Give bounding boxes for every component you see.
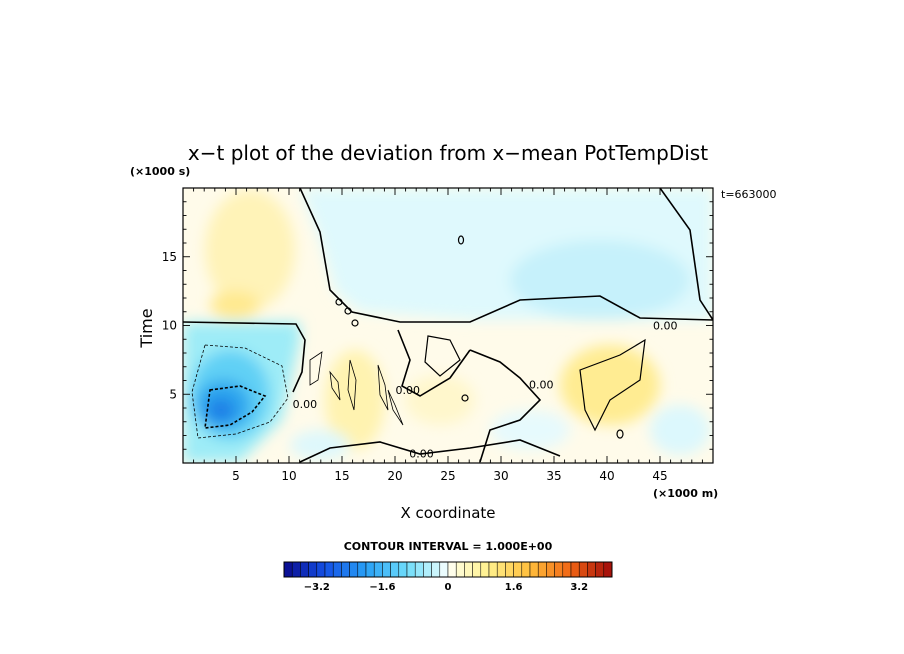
x-axis-label: X coordinate bbox=[400, 504, 495, 522]
colorbar-cell bbox=[283, 561, 293, 578]
svg-text:0.00: 0.00 bbox=[293, 398, 318, 411]
colorbar-cell bbox=[472, 561, 482, 578]
colorbar-tick-label: 3.2 bbox=[570, 582, 588, 593]
colorbar-cell bbox=[439, 561, 449, 578]
colorbar-cell bbox=[423, 561, 432, 578]
x-tick-label: 45 bbox=[652, 469, 667, 483]
colorbar-cell bbox=[455, 561, 465, 578]
colorbar-cell bbox=[341, 561, 350, 578]
colorbar-cell bbox=[488, 561, 498, 578]
colorbar-tick-label: 0 bbox=[445, 582, 452, 593]
x-tick-label: 5 bbox=[232, 469, 240, 483]
x-tick-label: 15 bbox=[334, 469, 349, 483]
colorbar-cell bbox=[464, 561, 473, 578]
y-unit-label: (×1000 s) bbox=[130, 165, 190, 178]
y-tick-label: 15 bbox=[162, 250, 177, 264]
colorbar-cell bbox=[529, 561, 539, 578]
colorbar-cell bbox=[562, 561, 572, 578]
contour-label: 0.00 bbox=[395, 384, 420, 397]
contour-label: 0.00 bbox=[653, 320, 678, 333]
colorbar-cell bbox=[300, 561, 309, 578]
colorbar-cell bbox=[431, 561, 441, 578]
svg-text:0.00: 0.00 bbox=[395, 384, 420, 397]
colorbar-cell bbox=[578, 561, 588, 578]
colorbar-cell bbox=[373, 561, 383, 578]
colorbar-cell bbox=[316, 561, 326, 578]
colorbar-cell bbox=[570, 561, 580, 578]
colorbar-cell bbox=[480, 561, 490, 578]
colorbar-cell bbox=[603, 561, 613, 578]
x-tick-label: 10 bbox=[281, 469, 296, 483]
colorbar-cell bbox=[324, 561, 334, 578]
colorbar-cell bbox=[546, 561, 555, 578]
x-tick-label: 30 bbox=[493, 469, 508, 483]
x-tick-label: 40 bbox=[599, 469, 614, 483]
filled-field: 0.00 0.00 0.00 0.00 0.00 bbox=[183, 188, 713, 463]
colorbar-tick-label: −3.2 bbox=[304, 582, 330, 593]
contour-labels: 0.00 0.00 0.00 0.00 0.00 bbox=[293, 320, 678, 461]
colorbar-cell bbox=[537, 561, 547, 578]
colorbar-cell bbox=[365, 561, 375, 578]
colorbar-tick-labels: −3.2 −1.6 0 1.6 3.2 bbox=[304, 582, 588, 593]
colorbar-cell bbox=[587, 561, 596, 578]
colorbar-tick-label: 1.6 bbox=[505, 582, 523, 593]
colorbar-cell bbox=[595, 561, 605, 578]
colorbar-frame bbox=[283, 561, 613, 578]
colorbar bbox=[283, 561, 613, 578]
y-axis-label: Time bbox=[137, 308, 156, 348]
x-tick-label: 25 bbox=[440, 469, 455, 483]
contour-label: 0.00 bbox=[293, 398, 318, 411]
y-tick-label: 10 bbox=[162, 319, 177, 333]
time-stamp: t=663000 bbox=[721, 188, 777, 201]
x-tick-labels: 5 10 15 20 25 30 35 40 45 bbox=[232, 469, 667, 483]
colorbar-cell bbox=[554, 561, 564, 578]
colorbar-cell bbox=[332, 561, 342, 578]
colorbar-cell bbox=[291, 561, 301, 578]
y-tick-labels: 5 10 15 bbox=[162, 250, 177, 402]
x-unit-label: (×1000 m) bbox=[653, 487, 718, 500]
colorbar-cell bbox=[308, 561, 318, 578]
chart-title: x−t plot of the deviation from x−mean Po… bbox=[188, 141, 708, 165]
contour-label: 0.00 bbox=[409, 447, 434, 460]
colorbar-cell bbox=[390, 561, 400, 578]
colorbar-cell bbox=[513, 561, 523, 578]
svg-text:0.00: 0.00 bbox=[409, 447, 434, 460]
x-tick-label: 35 bbox=[546, 469, 561, 483]
colorbar-cell bbox=[505, 561, 514, 578]
colorbar-cell bbox=[496, 561, 506, 578]
colorbar-cell bbox=[398, 561, 408, 578]
svg-text:0.00: 0.00 bbox=[653, 320, 678, 333]
y-tick-label: 5 bbox=[169, 387, 177, 401]
contour-interval-label: CONTOUR INTERVAL = 1.000E+00 bbox=[344, 540, 553, 553]
colorbar-cell bbox=[349, 561, 359, 578]
colorbar-cell bbox=[521, 561, 531, 578]
colorbar-cell bbox=[357, 561, 367, 578]
colorbar-cell bbox=[447, 561, 457, 578]
colorbar-cell bbox=[414, 561, 424, 578]
x-tick-label: 20 bbox=[387, 469, 402, 483]
colorbar-cell bbox=[382, 561, 391, 578]
svg-text:0.00: 0.00 bbox=[529, 379, 554, 392]
colorbar-tick-label: −1.6 bbox=[369, 582, 395, 593]
contour-label: 0.00 bbox=[529, 379, 554, 392]
axis-ticks bbox=[183, 188, 713, 463]
colorbar-cell bbox=[406, 561, 416, 578]
